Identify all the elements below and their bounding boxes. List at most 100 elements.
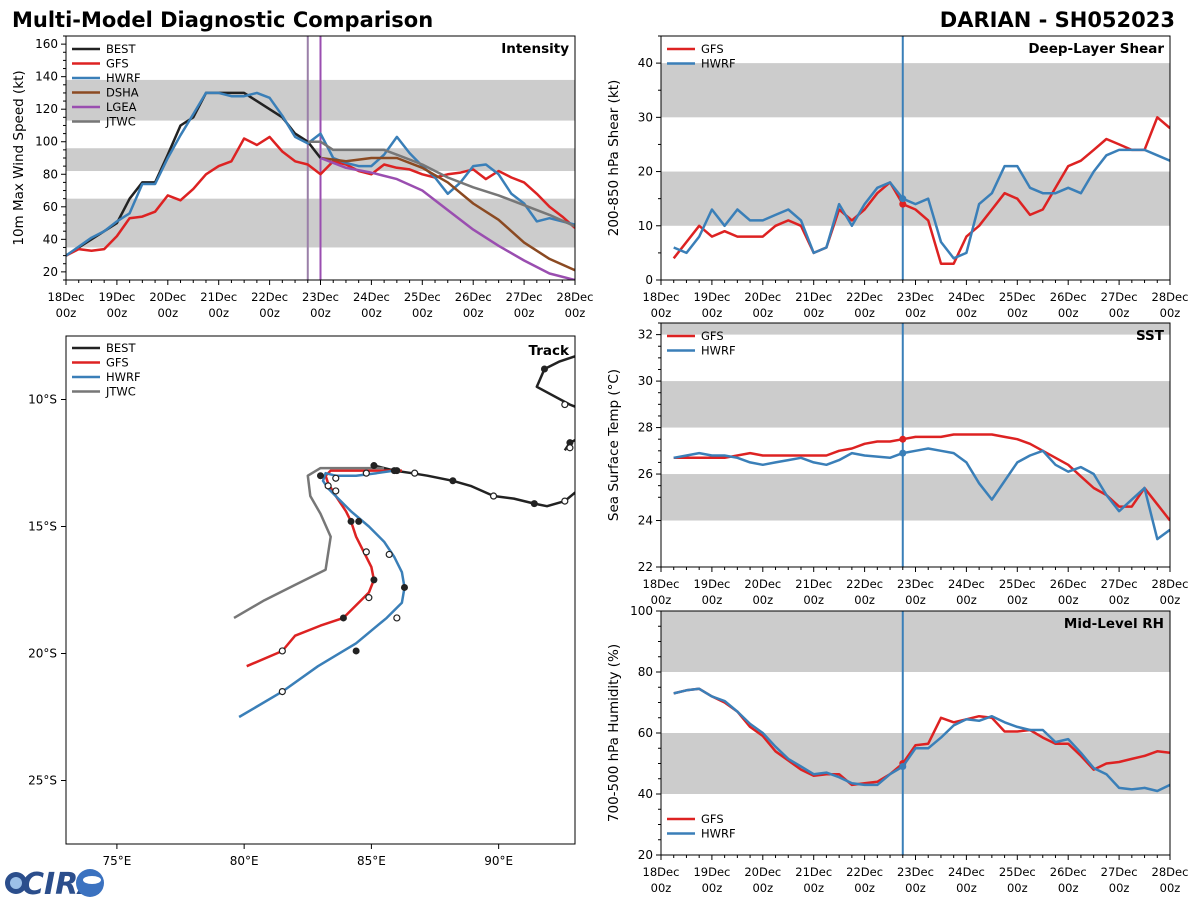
x-tick-label-hour: 00z	[463, 306, 484, 320]
x-tick-label-date: 28Dec	[1152, 290, 1189, 304]
track-point-filled	[347, 517, 355, 525]
y-tick-label: 140	[35, 70, 58, 84]
x-tick-label-hour: 00z	[752, 881, 773, 895]
x-tick-label-hour: 00z	[1160, 593, 1181, 607]
x-tick-label-hour: 00z	[752, 306, 773, 320]
x-tick-label-hour: 00z	[361, 306, 382, 320]
x-tick-label-date: 21Dec	[795, 290, 832, 304]
x-tick-label-date: 21Dec	[795, 577, 832, 591]
x-tick-label-date: 22Dec	[251, 290, 288, 304]
x-tick-label-hour: 00z	[208, 306, 229, 320]
x-tick-label-date: 25Dec	[999, 865, 1036, 879]
x-tick-label-date: 22Dec	[846, 577, 883, 591]
lat-tick-label: 10°S	[28, 393, 57, 407]
series-line-gfs	[673, 433, 1170, 522]
track-point-filled	[370, 576, 378, 584]
track-point-filled	[370, 462, 378, 470]
legend-label-gfs: GFS	[701, 42, 724, 56]
rh-panel: 20 40 60 80 100 18Dec 00z 19Dec 00z 20Dec 00z 21Dec…	[606, 604, 1188, 895]
lat-tick-label: 15°S	[28, 520, 57, 534]
lat-tick-label: 25°S	[28, 774, 57, 788]
lat-tick-label: 20°S	[28, 647, 57, 661]
y-axis-label: Sea Surface Temp (°C)	[606, 369, 622, 521]
lon-tick-label: 85°E	[357, 854, 386, 868]
x-tick-label-date: 18Dec	[48, 290, 85, 304]
panel-title: SST	[1136, 328, 1165, 344]
x-tick-label-date: 20Dec	[744, 577, 781, 591]
legend-label-gfs: GFS	[701, 329, 724, 343]
x-tick-label-hour: 00z	[1007, 593, 1028, 607]
track-line-best	[535, 355, 575, 408]
x-tick-label-hour: 00z	[905, 593, 926, 607]
x-tick-label-date: 26Dec	[1050, 577, 1087, 591]
x-tick-label-hour: 00z	[1058, 881, 1079, 895]
x-tick-label-date: 21Dec	[795, 865, 832, 879]
track-panel: 75°E 80°E 85°E 90°E 10°S 15°S 20°S 25°S Track BES…	[28, 335, 576, 868]
y-tick-label: 60	[638, 726, 653, 740]
x-tick-label-date: 21Dec	[200, 290, 237, 304]
legend-label-hwrf: HWRF	[106, 71, 141, 85]
x-tick-label-date: 24Dec	[948, 865, 985, 879]
x-tick-label-hour: 00z	[702, 881, 723, 895]
y-tick-label: 26	[638, 467, 653, 481]
x-tick-label-date: 25Dec	[999, 577, 1036, 591]
x-tick-label-date: 19Dec	[693, 577, 730, 591]
threshold-band	[661, 381, 1170, 428]
current-point-gfs	[899, 200, 907, 208]
y-tick-label: 100	[35, 135, 58, 149]
track-point-open	[362, 469, 370, 477]
legend-label-best: BEST	[106, 42, 136, 56]
x-tick-label-hour: 00z	[651, 306, 672, 320]
x-tick-label-date: 23Dec	[897, 865, 934, 879]
track-point-open	[332, 487, 340, 495]
intensity-panel: 20 40 60 80 100 120 140 160 18Dec 00z 19Dec 00z 20De…	[11, 35, 594, 320]
x-tick-label-date: 18Dec	[643, 577, 680, 591]
series-line-jtwc	[307, 140, 575, 228]
y-tick-label: 20	[638, 165, 653, 179]
x-tick-label-hour: 00z	[803, 881, 824, 895]
y-tick-label: 30	[638, 110, 653, 124]
current-point-gfs	[899, 435, 907, 443]
legend-label-gfs: GFS	[106, 356, 129, 370]
cloud-shape-icon	[83, 876, 101, 884]
y-tick-label: 120	[35, 102, 58, 116]
x-tick-label-date: 20Dec	[744, 290, 781, 304]
threshold-band	[661, 474, 1170, 521]
x-tick-label-date: 22Dec	[846, 865, 883, 879]
x-tick-label-date: 26Dec	[455, 290, 492, 304]
series-line-hwrf	[673, 687, 1170, 793]
x-tick-label-date: 22Dec	[846, 290, 883, 304]
legend-label-hwrf: HWRF	[701, 827, 736, 841]
threshold-band	[661, 323, 1170, 335]
x-tick-label-date: 26Dec	[1050, 865, 1087, 879]
panel-title: Track	[529, 343, 570, 359]
x-tick-label-date: 28Dec	[557, 290, 594, 304]
current-point-hwrf	[899, 195, 907, 203]
threshold-band	[661, 63, 1170, 118]
x-tick-label-hour: 00z	[854, 881, 875, 895]
x-tick-label-hour: 00z	[854, 593, 875, 607]
x-tick-label-hour: 00z	[565, 306, 586, 320]
track-point-open	[385, 550, 393, 559]
track-point-open	[561, 400, 569, 409]
y-tick-label: 80	[638, 665, 653, 679]
legend-label-lgea: LGEA	[106, 100, 137, 114]
plot-area	[661, 323, 1170, 567]
x-tick-label-date: 25Dec	[999, 290, 1036, 304]
track-point-filled	[393, 467, 401, 475]
legend-label-dsha: DSHA	[106, 86, 139, 100]
x-tick-label-date: 27Dec	[1101, 577, 1138, 591]
y-tick-label: 28	[638, 421, 653, 435]
track-line-hwrf	[238, 469, 406, 719]
x-tick-label-date: 24Dec	[948, 577, 985, 591]
series-line-gfs	[673, 687, 1170, 787]
track-point-filled	[566, 439, 574, 447]
y-axis-label: 700-500 hPa Humidity (%)	[606, 644, 622, 822]
series-line-hwrf	[673, 447, 1170, 541]
x-tick-label-hour: 00z	[702, 306, 723, 320]
x-tick-label-hour: 00z	[1160, 881, 1181, 895]
track-point-open	[278, 687, 286, 696]
track-line-gfs	[246, 469, 402, 668]
x-tick-label-hour: 00z	[702, 593, 723, 607]
y-axis-label: 10m Max Wind Speed (kt)	[11, 70, 27, 245]
